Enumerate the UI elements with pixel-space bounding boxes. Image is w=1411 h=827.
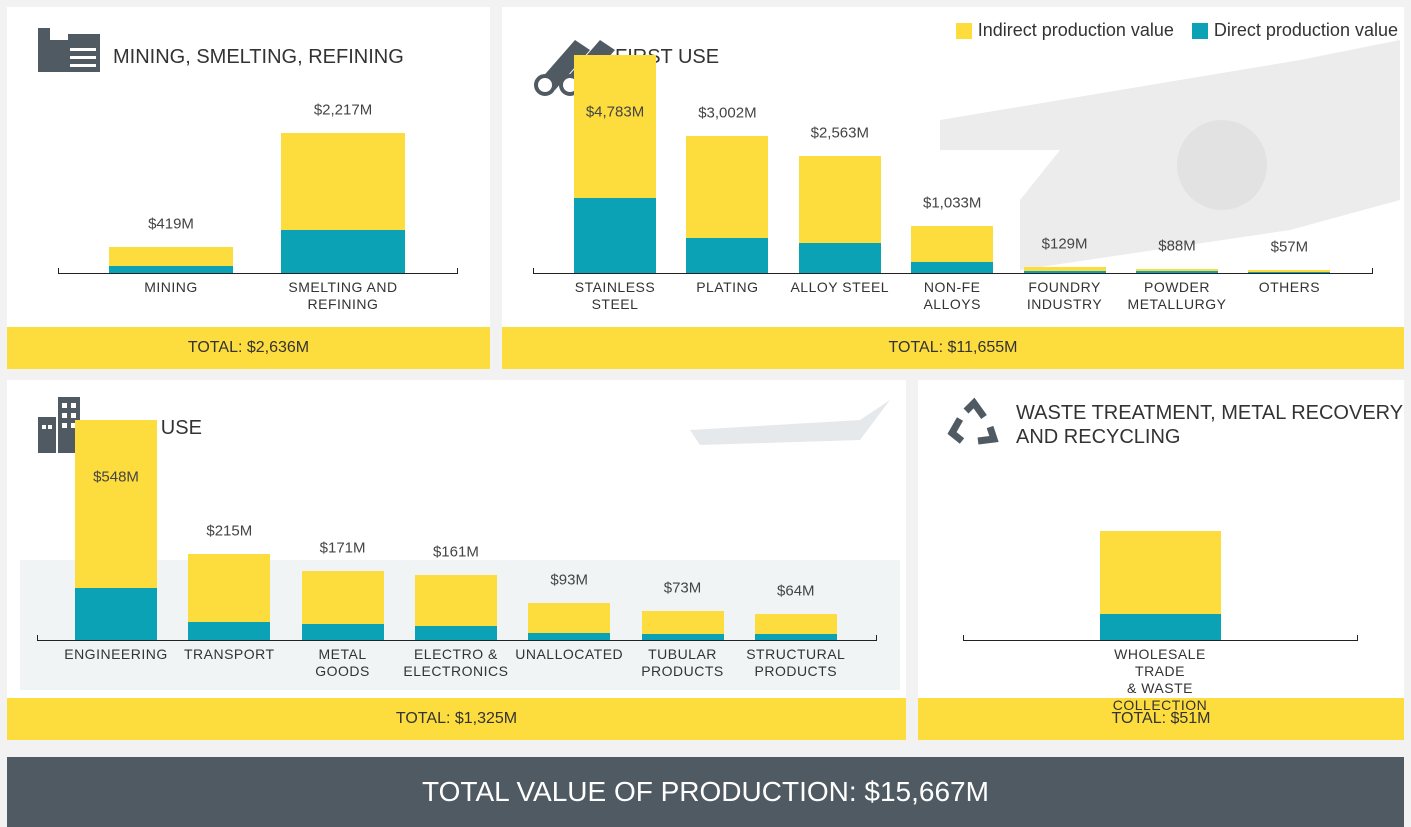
legend-swatch (1192, 23, 1208, 39)
bar-segment (109, 266, 233, 273)
value-label: $129M (1042, 236, 1088, 253)
bar-segment (75, 420, 157, 588)
baseline-end (457, 268, 458, 274)
bar-segment (281, 230, 405, 273)
value-label: $57M (1271, 239, 1309, 256)
bar-segment (1024, 267, 1106, 271)
bar-segment (281, 133, 405, 230)
x-tick-label: WHOLESALE TRADE & WASTE COLLECTION (1090, 646, 1230, 714)
bar-segment (686, 238, 768, 273)
bar-segment (1248, 270, 1330, 272)
value-label: $171M (320, 540, 366, 557)
baseline (37, 640, 876, 641)
value-label: $2,563M (811, 125, 869, 142)
legend-swatch (956, 23, 972, 39)
baseline-end (533, 268, 534, 274)
bar-segment (415, 575, 497, 626)
x-tick-label: SMELTING AND REFINING (247, 279, 439, 313)
total-footer: TOTAL: $2,636M (7, 327, 490, 369)
value-label: $161M (433, 544, 479, 561)
baseline (58, 273, 457, 274)
baseline (963, 640, 1357, 641)
value-label: $3,002M (698, 105, 756, 122)
bar-segment (1100, 531, 1221, 614)
value-label: $215M (206, 522, 252, 539)
value-label: $73M (664, 579, 702, 596)
value-label: $2,217M (314, 102, 372, 119)
legend-label: Indirect production value (978, 20, 1174, 41)
bar-segment (1136, 271, 1218, 273)
bar-segment (1248, 272, 1330, 273)
baseline (533, 273, 1372, 274)
bar-segment (1024, 271, 1106, 273)
value-label: $548M (93, 469, 139, 486)
grand-total: TOTAL VALUE OF PRODUCTION: $15,667M (7, 757, 1404, 827)
baseline-end (1357, 635, 1358, 641)
bar-segment (188, 554, 270, 622)
infographic: MINING, SMELTING, REFINING FIRST USE END… (0, 0, 1411, 827)
bar-segment (911, 226, 993, 262)
value-label: $419M (148, 215, 194, 232)
bar-segment (755, 634, 837, 640)
baseline-end (1372, 268, 1373, 274)
baseline-end (58, 268, 59, 274)
bar-segment (799, 156, 881, 243)
bar-segment (415, 626, 497, 640)
bar-segment (574, 55, 656, 198)
bar-segment (574, 198, 656, 273)
x-tick-label: OTHERS (1223, 279, 1355, 296)
bar-segment (528, 603, 610, 634)
bar-segment (1136, 269, 1218, 271)
legend-label: Direct production value (1214, 20, 1398, 41)
bar-segment (302, 571, 384, 624)
baseline-end (963, 635, 964, 641)
bar-segment (188, 622, 270, 640)
bar-segment (642, 634, 724, 640)
bar-segment (528, 633, 610, 640)
bar-segment (755, 614, 837, 634)
baseline-end (876, 635, 877, 641)
bar-segment (1100, 614, 1221, 640)
legend-item: Direct production value (1192, 20, 1398, 41)
chart-title: MINING, SMELTING, REFINING (113, 45, 404, 69)
value-label: $88M (1158, 237, 1196, 254)
bar-segment (642, 611, 724, 634)
baseline-end (37, 635, 38, 641)
x-tick-label: MINING (75, 279, 267, 296)
bar-segment (686, 136, 768, 238)
bar-segment (109, 247, 233, 266)
x-tick-label: STRUCTURAL PRODUCTS (729, 646, 862, 680)
bar-segment (799, 243, 881, 273)
bar-segment (75, 588, 157, 640)
total-footer: TOTAL: $11,655M (502, 327, 1404, 369)
bar-segment (302, 624, 384, 640)
total-footer: TOTAL: $1,325M (7, 698, 906, 740)
bar-segment (911, 262, 993, 273)
legend-item: Indirect production value (956, 20, 1174, 41)
legend: Indirect production value Direct producti… (956, 20, 1398, 41)
chart-title: WASTE TREATMENT, METAL RECOVERY AND RECY… (1016, 401, 1403, 449)
value-label: $1,033M (923, 194, 981, 211)
value-label: $4,783M (586, 104, 644, 121)
value-label: $93M (550, 571, 588, 588)
value-label: $64M (777, 583, 815, 600)
